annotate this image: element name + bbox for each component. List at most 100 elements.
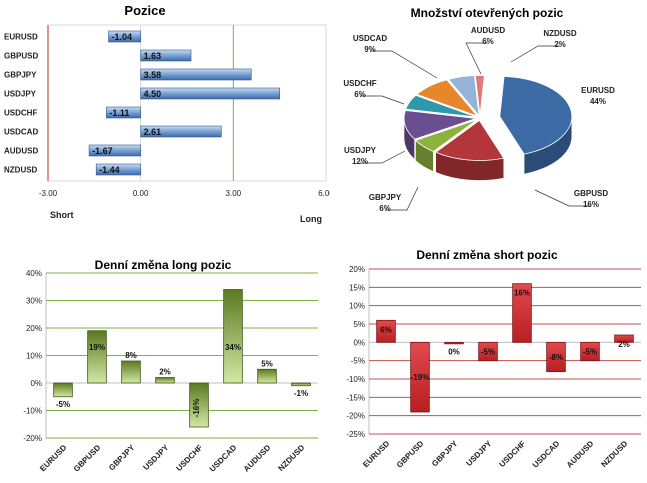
pie-label-pct-nzdusd: 2% <box>554 40 566 49</box>
category-label-usdjpy: USDJPY <box>141 443 170 472</box>
data-label-nzdusd: -1% <box>294 389 308 398</box>
pie-label-name-gbpusd: GBPUSD <box>574 189 608 198</box>
pie-label-pct-gbpusd: 16% <box>583 200 599 209</box>
data-label-gbpjpy: 0% <box>448 347 460 356</box>
pie-label-pct-gbpjpy: 6% <box>379 204 391 213</box>
category-label-nzdusd: NZDUSD <box>276 443 306 473</box>
pie-label-pct-eurusd: 44% <box>590 97 606 106</box>
position-bar-gbpusd <box>140 49 192 62</box>
pie-label-pct-audusd: 6% <box>482 37 494 46</box>
data-label-gbpusd: 19% <box>89 343 105 352</box>
data-label-audusd: 5% <box>261 359 273 368</box>
bar-nzdusd <box>291 382 311 387</box>
position-bar-usdjpy <box>140 87 280 100</box>
x-tick-0: -3.00 <box>39 189 58 198</box>
category-label-usdcad: USDCAD <box>208 443 239 474</box>
category-label-usdchf: USDCHF <box>174 443 204 473</box>
pie-leader-audusd <box>465 42 488 75</box>
x-tick-3: 6.00 <box>318 189 330 198</box>
open-interest-pie-chart: Množství otevřených pozic EURUSD 44% GBPUS… <box>343 6 615 213</box>
y-tick-1: -20% <box>346 412 365 421</box>
bar-gbpjpy <box>121 360 141 384</box>
data-label-eurusd: -5% <box>56 400 70 409</box>
pie-slice-nzdusd <box>474 75 485 116</box>
category-label-audusd: AUDUSD <box>242 443 273 474</box>
pie-leader-nzdusd <box>510 45 560 63</box>
pie-slice-gbpusd <box>434 119 505 161</box>
data-label-usdcad: 34% <box>225 343 241 352</box>
pie-slice-usdchf <box>405 94 477 118</box>
x-tick-2: 3.00 <box>226 189 242 198</box>
short-change-title: Denní změna short pozic <box>416 248 558 262</box>
category-label-usdjpy: USDJPY <box>464 439 493 468</box>
pie-label-pct-usdchf: 6% <box>354 90 366 99</box>
pie-slice-usdjpy <box>403 110 477 140</box>
position-bar-gbpjpy <box>140 68 252 81</box>
bar-audusd <box>580 341 600 362</box>
y-tick-1: -10% <box>23 407 42 416</box>
pie-label-name-usdcad: USDCAD <box>353 34 387 43</box>
pie-slice-eurusd <box>499 76 573 155</box>
bar-gbpjpy <box>444 341 464 345</box>
data-label-usdchf: 16% <box>514 289 530 298</box>
bar-eurusd <box>376 319 396 343</box>
position-value-usdcad: 2.61 <box>144 127 162 137</box>
y-tick-6: 40% <box>26 269 42 278</box>
category-label-gbpusd: GBPUSD <box>4 52 38 61</box>
data-label-usdjpy: -5% <box>481 348 495 357</box>
y-tick-5: 30% <box>26 297 42 306</box>
bar-usdjpy <box>155 377 175 384</box>
long-change-chart: Denní změna long pozic -5% 19% 8% 2% -16% 34%… <box>23 258 318 474</box>
bar-usdcad <box>223 289 243 384</box>
pie-slice-usdcad <box>416 79 479 117</box>
y-tick-2: -15% <box>346 393 365 402</box>
bar-usdcad <box>546 341 566 373</box>
pie-title: Množství otevřených pozic <box>411 6 564 20</box>
bar-usdjpy <box>478 341 498 362</box>
pie-leader-gbpjpy <box>385 186 419 211</box>
y-tick-0: -20% <box>23 434 42 443</box>
y-tick-3: 10% <box>26 352 42 361</box>
y-tick-4: 20% <box>26 324 42 333</box>
category-label-usdcad: USDCAD <box>531 439 562 470</box>
positions-plot-frame <box>47 24 327 182</box>
long-change-title: Denní změna long pozic <box>95 258 232 272</box>
category-label-gbpjpy: GBPJPY <box>4 71 37 80</box>
position-value-gbpjpy: 3.58 <box>144 70 162 80</box>
y-tick-0: -25% <box>346 430 365 439</box>
pie-label-pct-usdcad: 9% <box>364 45 376 54</box>
pie-label-pct-usdjpy: 12% <box>352 157 368 166</box>
category-label-usdjpy: USDJPY <box>4 90 37 99</box>
position-value-usdjpy: 4.50 <box>144 89 162 99</box>
positions-chart: Pozice -1.04 1.63 3.58 4.50 -1.11 2.61 -1.67 -1… <box>4 3 330 224</box>
pie-label-name-audusd: AUDUSD <box>471 26 505 35</box>
category-label-gbpusd: GBPUSD <box>395 439 426 470</box>
y-tick-7: 10% <box>349 302 365 311</box>
y-tick-9: 20% <box>349 265 365 274</box>
position-bar-usdcad <box>140 125 222 138</box>
pie-label-name-usdjpy: USDJPY <box>344 146 377 155</box>
category-label-gbpjpy: GBPJPY <box>430 439 460 469</box>
category-label-eurusd: EURUSD <box>4 33 38 42</box>
category-label-usdchf: USDCHF <box>497 439 527 469</box>
bar-usdchf <box>189 382 209 428</box>
category-label-usdcad: USDCAD <box>4 128 38 137</box>
y-tick-3: -10% <box>346 375 365 384</box>
data-label-audusd: -5% <box>583 348 597 357</box>
position-bar-audusd <box>88 144 141 157</box>
short-label: Short <box>50 210 74 220</box>
category-label-nzdusd: NZDUSD <box>599 439 629 469</box>
bar-nzdusd <box>614 334 634 343</box>
pie-leader-usdchf <box>360 95 405 105</box>
x-tick-1: 0.00 <box>133 189 149 198</box>
pie-label-name-usdchf: USDCHF <box>343 79 376 88</box>
position-bar-nzdusd <box>95 163 141 176</box>
data-label-gbpusd: -19% <box>411 373 430 382</box>
bar-audusd <box>257 368 277 384</box>
category-label-nzdusd: NZDUSD <box>4 166 38 175</box>
long-label: Long <box>300 214 322 224</box>
bar-usdchf <box>512 283 532 343</box>
bar-eurusd <box>53 382 73 398</box>
category-label-eurusd: EURUSD <box>361 439 391 469</box>
category-label-eurusd: EURUSD <box>38 443 68 473</box>
